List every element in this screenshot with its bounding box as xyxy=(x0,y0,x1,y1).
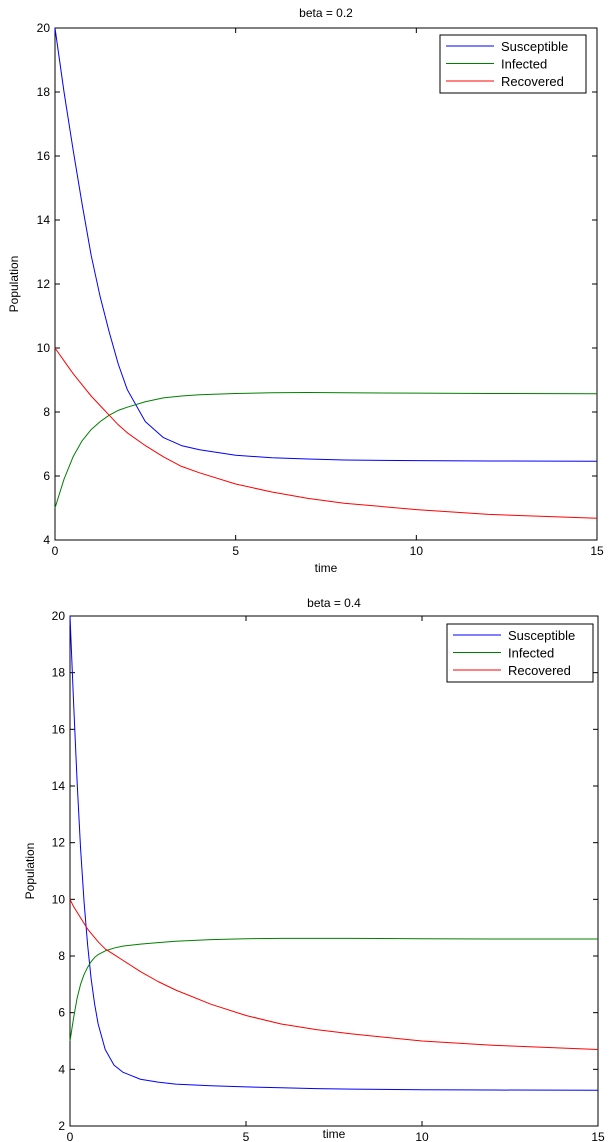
y-tick-label: 2 xyxy=(58,1119,65,1133)
x-axis-label: time xyxy=(315,561,338,575)
legend-label-recovered: Recovered xyxy=(508,663,571,678)
x-tick-label: 15 xyxy=(591,1130,605,1142)
chart-title: beta = 0.4 xyxy=(307,596,361,610)
y-axis-label: Population xyxy=(7,256,21,313)
y-tick-label: 8 xyxy=(58,949,65,963)
series-line-infected xyxy=(54,391,598,509)
x-tick-label: 10 xyxy=(415,1130,429,1142)
y-tick-label: 18 xyxy=(37,85,51,99)
x-tick-label: 5 xyxy=(243,1130,250,1142)
y-tick-label: 20 xyxy=(37,21,51,35)
x-tick-label: 0 xyxy=(67,1130,74,1142)
chart-title: beta = 0.2 xyxy=(299,6,353,20)
legend-label-infected: Infected xyxy=(508,646,554,661)
legend-label-infected: Infected xyxy=(501,57,547,72)
y-tick-label: 6 xyxy=(43,469,50,483)
y-tick-label: 12 xyxy=(52,836,66,850)
y-tick-label: 6 xyxy=(58,1006,65,1020)
y-tick-label: 4 xyxy=(58,1062,65,1076)
y-tick-label: 10 xyxy=(52,892,66,906)
y-tick-label: 16 xyxy=(52,722,66,736)
y-tick-label: 10 xyxy=(37,341,51,355)
x-tick-label: 5 xyxy=(232,544,239,558)
series-line-recovered xyxy=(54,347,598,519)
y-tick-label: 4 xyxy=(43,533,50,547)
y-tick-label: 8 xyxy=(43,405,50,419)
legend: Susceptible Infected Recovered xyxy=(439,34,587,94)
x-tick-label: 10 xyxy=(410,544,424,558)
series-line-susceptible xyxy=(54,27,598,462)
y-tick-label: 16 xyxy=(37,149,51,163)
y-tick-label: 14 xyxy=(52,779,66,793)
chart-beta-0-2: 0 5 10 15 4 6 8 10 12 14 16 18 20 beta = 0.2 time Popul… xyxy=(7,6,604,575)
legend-label-recovered: Recovered xyxy=(501,74,564,89)
y-axis-label: Population xyxy=(23,843,37,900)
x-axis-label: time xyxy=(323,1127,346,1141)
y-tick-label: 14 xyxy=(37,213,51,227)
legend-label-susceptible: Susceptible xyxy=(501,39,568,54)
y-tick-label: 18 xyxy=(52,666,66,680)
x-tick-label: 0 xyxy=(52,544,59,558)
plot-area xyxy=(54,27,598,541)
plot-area xyxy=(69,615,599,1127)
chart-beta-0-4: 0 5 10 15 2 4 6 8 10 12 14 16 18 20 beta = 0.4 time Popu… xyxy=(23,596,605,1142)
series-line-susceptible xyxy=(69,615,599,1091)
legend: Susceptible Infected Recovered xyxy=(446,623,594,683)
legend-label-susceptible: Susceptible xyxy=(508,628,575,643)
series-line-infected xyxy=(69,937,598,1042)
series-line-recovered xyxy=(69,899,599,1050)
y-tick-label: 12 xyxy=(37,277,51,291)
y-tick-label: 20 xyxy=(52,609,66,623)
x-tick-label: 15 xyxy=(590,544,604,558)
